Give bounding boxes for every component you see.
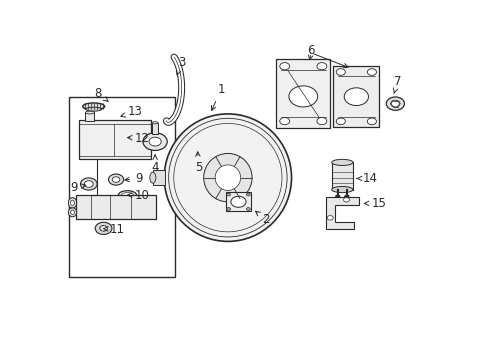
Circle shape xyxy=(326,216,332,220)
Text: 3: 3 xyxy=(176,55,185,75)
Circle shape xyxy=(84,181,93,187)
Ellipse shape xyxy=(164,114,291,242)
Circle shape xyxy=(366,69,376,75)
Text: 6: 6 xyxy=(307,45,314,58)
Circle shape xyxy=(112,177,120,183)
Circle shape xyxy=(288,86,317,107)
Circle shape xyxy=(100,226,107,231)
Circle shape xyxy=(95,222,112,234)
Circle shape xyxy=(386,97,404,110)
Ellipse shape xyxy=(82,103,104,110)
Circle shape xyxy=(108,174,123,185)
Circle shape xyxy=(343,198,349,202)
Ellipse shape xyxy=(85,107,102,111)
Ellipse shape xyxy=(68,198,77,208)
Text: 8: 8 xyxy=(94,87,108,101)
Text: 4: 4 xyxy=(151,155,159,174)
Bar xyxy=(68,97,175,278)
Ellipse shape xyxy=(215,165,240,190)
Text: 11: 11 xyxy=(103,223,124,236)
Circle shape xyxy=(336,118,345,125)
Text: 9: 9 xyxy=(70,181,85,194)
Bar xyxy=(152,123,158,134)
Ellipse shape xyxy=(70,210,74,215)
Text: 12: 12 xyxy=(127,131,150,144)
Bar xyxy=(332,66,379,127)
Polygon shape xyxy=(325,197,358,229)
Ellipse shape xyxy=(70,200,74,206)
Ellipse shape xyxy=(152,122,158,124)
Ellipse shape xyxy=(68,208,77,217)
Ellipse shape xyxy=(149,172,156,183)
Text: 13: 13 xyxy=(121,105,142,118)
Text: 7: 7 xyxy=(392,75,401,94)
Circle shape xyxy=(226,208,230,210)
Ellipse shape xyxy=(118,191,136,199)
Text: 9: 9 xyxy=(124,172,142,185)
Bar xyxy=(276,59,329,128)
Text: 5: 5 xyxy=(194,152,202,174)
Text: 2: 2 xyxy=(255,211,269,226)
Bar xyxy=(225,192,251,211)
Circle shape xyxy=(81,178,97,190)
Circle shape xyxy=(230,196,245,207)
Circle shape xyxy=(316,63,326,70)
Bar xyxy=(85,112,94,121)
Circle shape xyxy=(316,117,326,125)
Text: 15: 15 xyxy=(364,197,386,210)
Circle shape xyxy=(336,69,345,75)
Bar xyxy=(153,170,164,185)
Circle shape xyxy=(246,193,250,196)
Ellipse shape xyxy=(192,136,201,144)
Ellipse shape xyxy=(188,133,205,148)
Circle shape xyxy=(246,208,250,210)
Circle shape xyxy=(366,118,376,125)
Circle shape xyxy=(279,63,289,70)
Circle shape xyxy=(226,193,230,196)
Ellipse shape xyxy=(331,159,352,166)
Ellipse shape xyxy=(121,193,133,198)
Text: 10: 10 xyxy=(127,189,150,202)
Bar xyxy=(79,120,151,159)
Circle shape xyxy=(142,133,167,150)
Text: 14: 14 xyxy=(356,172,377,185)
Ellipse shape xyxy=(203,153,251,202)
Circle shape xyxy=(335,195,339,198)
Circle shape xyxy=(344,195,348,198)
Text: 1: 1 xyxy=(211,83,224,111)
Circle shape xyxy=(344,88,368,105)
Bar xyxy=(76,195,156,220)
Circle shape xyxy=(149,137,161,146)
Bar xyxy=(331,162,352,190)
Ellipse shape xyxy=(85,111,94,114)
Ellipse shape xyxy=(331,186,352,193)
Circle shape xyxy=(279,117,289,125)
Circle shape xyxy=(390,100,399,107)
